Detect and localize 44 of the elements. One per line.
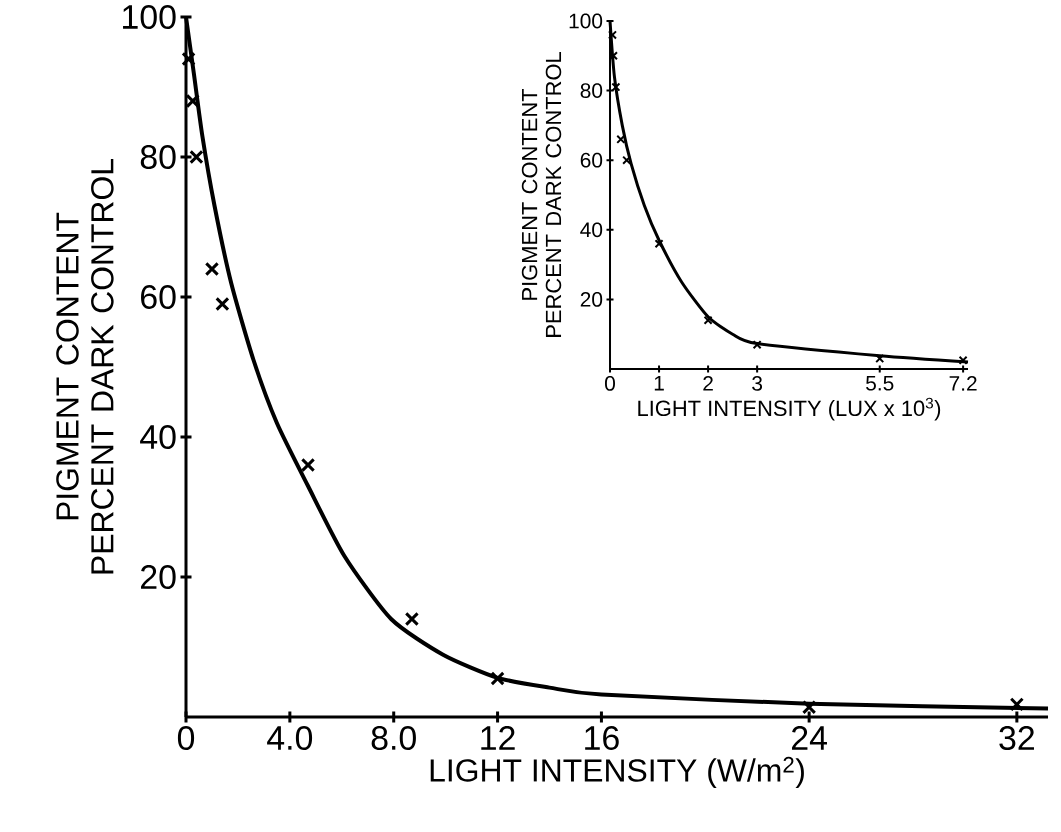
point [215,296,230,312]
point [654,239,664,249]
point [185,93,200,109]
x-axis-title: LIGHT INTENSITY (W/m$^{2}$) [430,756,804,789]
x-tick-label: 5.5 [866,376,894,391]
point [752,340,762,350]
x-tick-label: 32 [999,726,1034,750]
y-tick-label: 80 [580,83,603,98]
x-tick-label: 12 [481,726,515,750]
point [611,82,621,92]
point [204,261,220,277]
y-axis-title: PIGMENT CONTENT PERCENT DARK CONTROL [521,52,562,337]
point [875,354,885,364]
y-tick-label: 40 [140,425,176,449]
point [616,134,626,144]
x-tick-label: 24 [792,726,827,750]
x-tick-label: 4.0 [267,726,313,750]
x-axis-title: LIGHT INTENSITY (LUX x 10$^{3}$) [638,397,941,421]
x-tick-label: 7.2 [949,376,977,391]
point [607,30,617,40]
y-tick-label: 60 [141,285,176,309]
x-tick-label: 2 [703,376,713,391]
y-axis-title: PIGMENT CONTENT PERCENT DARK CONTROL [56,159,114,574]
x-tick-label: 8.0 [371,726,416,750]
point [622,155,632,165]
point [189,149,204,165]
y-tick-label: 80 [140,145,176,169]
y-tick-label: 100 [569,13,603,29]
x-tick-label: 0 [177,726,195,750]
point [703,315,713,325]
x-tick-label: 1 [654,376,664,391]
point [490,671,505,686]
point [300,457,316,473]
y-tick-label: 40 [580,222,603,238]
y-tick-label: 20 [580,291,603,307]
y-tick-label: 20 [141,565,176,589]
point [1009,697,1025,712]
x-tick-label: 3 [752,376,763,391]
x-tick-label: 0 [605,376,615,391]
x-tick-label: 16 [585,726,619,750]
y-tick-label: 100 [123,5,176,29]
point [404,611,420,627]
y-tick-label: 60 [580,152,603,168]
point [801,700,817,715]
